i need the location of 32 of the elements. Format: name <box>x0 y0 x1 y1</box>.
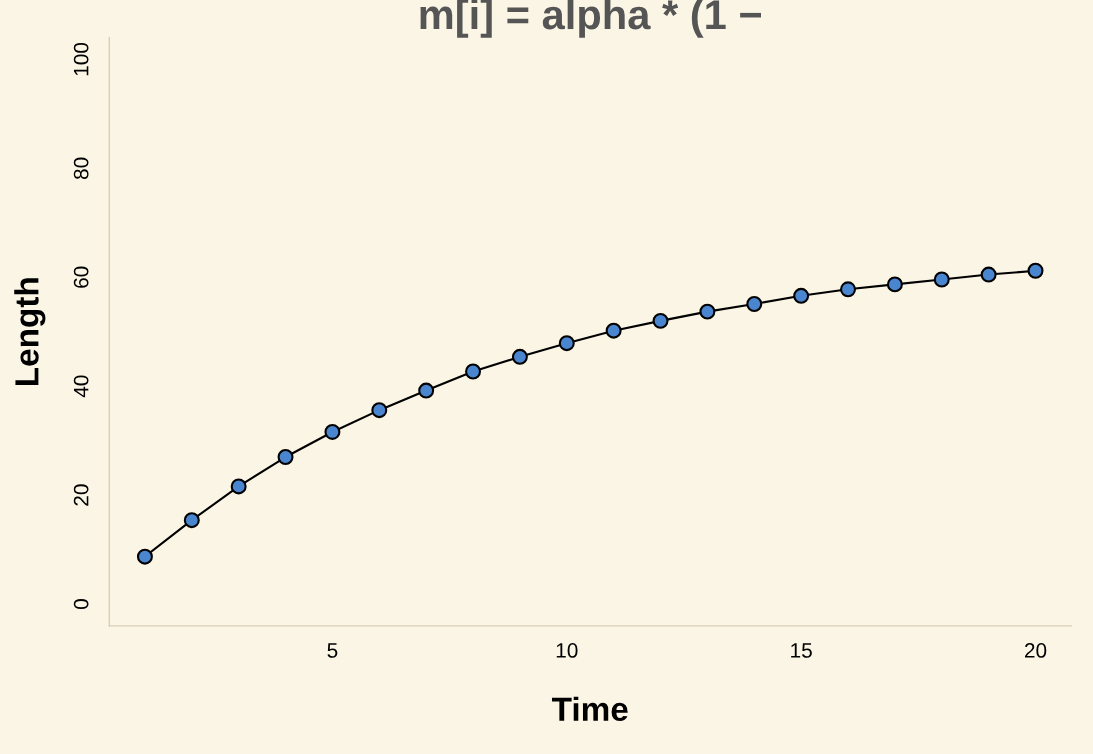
point <box>136 548 153 565</box>
point <box>418 382 435 399</box>
x-tick-label: 20 <box>1024 643 1047 658</box>
y-tick-label: 20 <box>73 484 89 506</box>
point <box>183 512 200 529</box>
point <box>933 271 950 288</box>
x-axis-title: Time <box>551 696 628 722</box>
point <box>371 402 388 419</box>
point <box>230 478 247 495</box>
point <box>558 335 575 352</box>
x-tick-label: 10 <box>556 643 578 658</box>
x-tick-label: 15 <box>791 643 812 658</box>
x-tick-label: 5 <box>327 643 338 658</box>
point <box>277 449 294 465</box>
y-tick-label: 0 <box>73 599 89 610</box>
y-tick-label: 40 <box>73 375 89 398</box>
point <box>746 296 763 312</box>
y-tick-label: 60 <box>73 266 89 288</box>
point <box>465 363 482 380</box>
point <box>324 423 341 440</box>
point <box>886 276 903 293</box>
point <box>652 312 669 329</box>
point <box>1027 262 1044 279</box>
point <box>840 281 857 298</box>
y-tick-label: 100 <box>73 42 89 76</box>
y-tick-label: 80 <box>73 157 89 180</box>
point <box>793 287 810 304</box>
point <box>605 322 622 339</box>
point <box>980 266 997 283</box>
y-axis-title: Length <box>14 278 46 386</box>
point <box>511 348 528 365</box>
point <box>699 303 716 320</box>
